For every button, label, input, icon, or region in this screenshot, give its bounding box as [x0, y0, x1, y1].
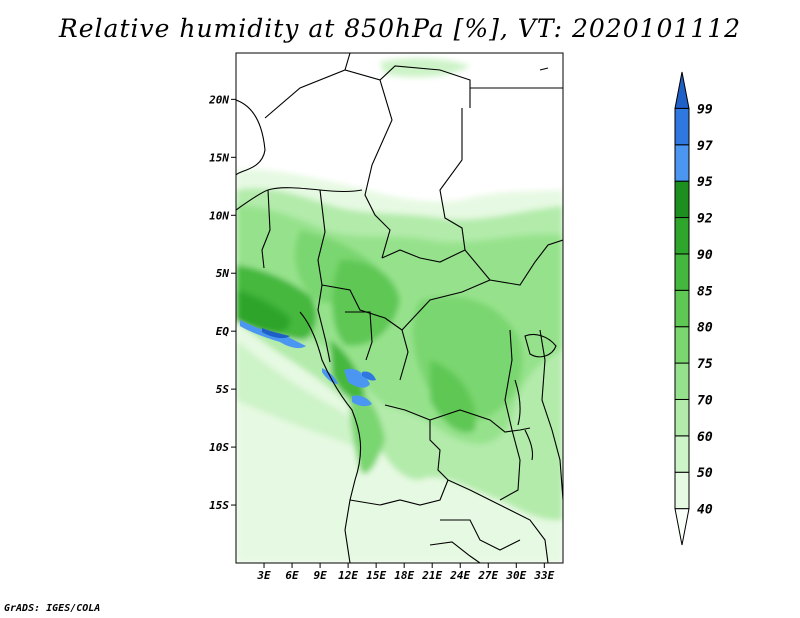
colorbar-label: 40 [697, 503, 713, 518]
colorbar-label: 70 [697, 393, 713, 408]
colorbar-label: 95 [697, 175, 713, 190]
humidity-patch [332, 259, 400, 346]
colorbar-label: 85 [697, 284, 713, 299]
colorbar-bin [674, 71, 690, 109]
colorbar-bin [674, 326, 690, 364]
colorbar-bin [674, 362, 690, 400]
border-line [321, 284, 409, 381]
colorbar-bin [674, 107, 690, 146]
latitude-axis: 20N 15N 10N 5N EQ 5S 10S 15S [208, 93, 236, 512]
lon-tick-label: 27E [477, 569, 498, 582]
border-line [379, 65, 471, 108]
humidity-peak [344, 368, 370, 388]
lat-tick-label: 10N [209, 209, 229, 222]
colorbar-label: 92 [697, 212, 713, 227]
lake-outline [524, 429, 534, 461]
lon-tick-label: 9E [313, 569, 327, 582]
border-line [429, 541, 481, 563]
border-line [384, 404, 449, 481]
humidity-shading [236, 58, 563, 563]
border-line [447, 479, 549, 563]
country-borders [236, 53, 563, 563]
lon-tick-label: 24E [449, 569, 470, 582]
lon-tick-label: 15E [366, 569, 386, 582]
border-line [429, 409, 531, 433]
lon-tick-label: 6E [285, 569, 299, 582]
colorbar: 40 50 60 70 75 80 85 90 92 95 97 99 [674, 71, 713, 546]
colorbar-bin [674, 508, 690, 546]
humidity-peak [262, 328, 290, 339]
lat-tick-label: EQ [216, 325, 230, 338]
lat-tick-label: 5N [216, 267, 230, 280]
colorbar-label: 75 [697, 357, 713, 372]
lon-tick-label: 33E [533, 569, 554, 582]
colorbar-label: 99 [697, 102, 713, 117]
border-line [264, 69, 393, 259]
lon-tick-label: 12E [338, 569, 358, 582]
colorbar-bin [674, 398, 690, 437]
colorbar-bin [674, 435, 690, 473]
lake-outline [514, 379, 521, 426]
lat-tick-label: 5S [216, 383, 230, 396]
lon-tick-label: 30E [505, 569, 526, 582]
colorbar-bin [674, 253, 690, 291]
colorbar-label: 97 [697, 139, 713, 154]
border-line [349, 479, 449, 506]
lake-outline [524, 333, 557, 358]
border-line [344, 53, 351, 71]
lat-tick-label: 10S [209, 441, 229, 454]
colorbar-bin [674, 180, 690, 219]
humidity-peak [362, 371, 376, 381]
colorbar-label: 60 [697, 430, 713, 445]
border-line [345, 311, 373, 361]
coastline [299, 311, 362, 563]
humidity-field [236, 53, 563, 563]
lat-tick-label: 15S [209, 499, 229, 512]
colorbar-label: 90 [697, 248, 713, 263]
humidity-peak [352, 395, 372, 407]
border-line [539, 67, 549, 71]
colorbar-bin [674, 217, 690, 255]
colorbar-label: 50 [697, 466, 713, 481]
colorbar-bin [674, 144, 690, 182]
humidity-patch [430, 360, 476, 433]
longitude-axis: 3E 6E 9E 12E 15E 18E 21E 24E 27E 30E 33E [256, 563, 555, 582]
colorbar-bin [674, 289, 690, 328]
border-line [539, 329, 563, 501]
border-line [499, 329, 521, 501]
lat-tick-label: 20N [208, 93, 229, 106]
humidity-patch [236, 290, 291, 334]
border-line [401, 279, 491, 331]
lon-tick-label: 18E [394, 569, 414, 582]
grads-credit: GrADS: IGES/COLA [4, 603, 101, 614]
border-line [440, 519, 521, 551]
chart-title: Relative humidity at 850hPa [%], VT: 202… [58, 14, 742, 43]
colorbar-bin [674, 471, 690, 510]
border-line [381, 249, 466, 263]
lon-tick-label: 3E [256, 569, 271, 582]
border-line [236, 99, 266, 176]
border-line [261, 189, 271, 269]
border-line [236, 187, 363, 211]
map-frame [235, 52, 564, 564]
humidity-patch [236, 340, 372, 452]
lat-tick-label: 15N [209, 151, 229, 164]
lon-tick-label: 21E [421, 569, 442, 582]
colorbar-label: 80 [697, 321, 713, 336]
